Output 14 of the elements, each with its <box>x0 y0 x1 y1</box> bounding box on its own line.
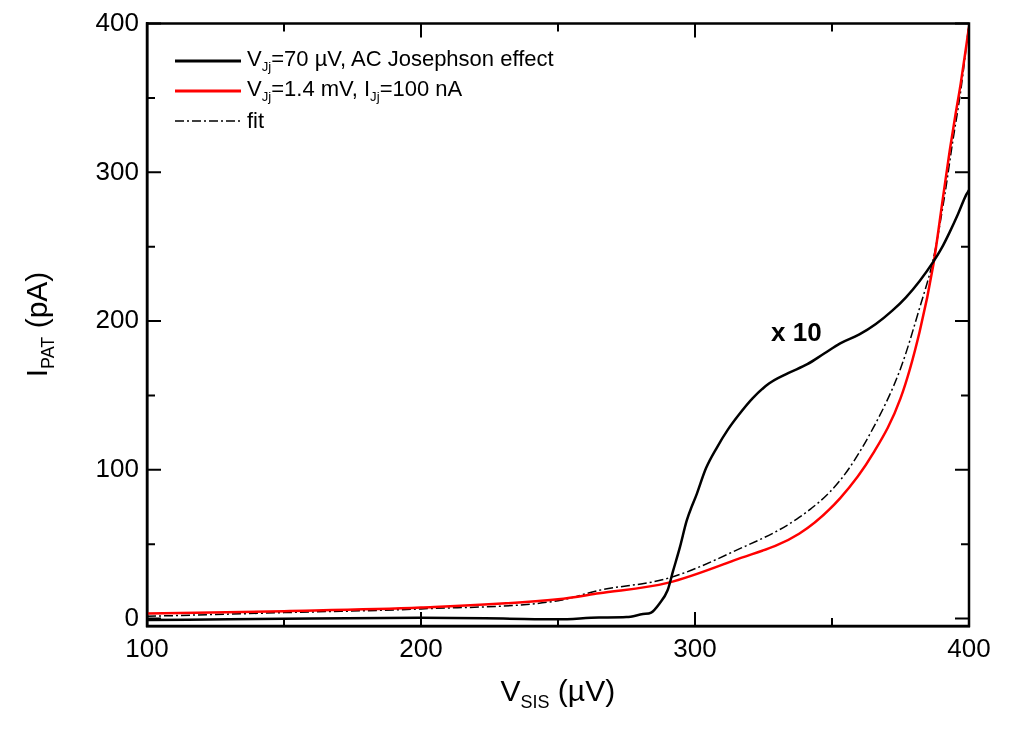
x-tick-label: 200 <box>399 632 443 663</box>
x-tick-label: 100 <box>125 632 169 663</box>
y-tick-label: 400 <box>95 6 139 37</box>
legend-label: fit <box>247 107 265 134</box>
y-tick-label: 200 <box>95 304 139 335</box>
annotation: x 10 <box>771 317 822 348</box>
x-tick-label: 300 <box>673 632 717 663</box>
y-tick-label: 300 <box>95 155 139 186</box>
legend-label: V$_{Jj}$=70 µV, AC Josephson effect <box>247 46 554 75</box>
y-tick-label: 0 <box>124 601 139 632</box>
x-tick-label: 400 <box>947 632 991 663</box>
x-axis-title: V$_{SIS}$ (µV) <box>500 674 616 713</box>
y-tick-label: 100 <box>95 452 139 483</box>
legend-label: V$_{Jj}$=1.4 mV, I$_{Jj}$=100 nA <box>247 76 463 105</box>
